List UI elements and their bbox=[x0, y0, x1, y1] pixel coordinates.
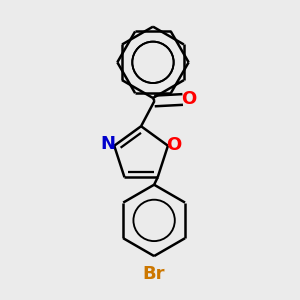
Text: O: O bbox=[166, 136, 182, 154]
Text: N: N bbox=[100, 135, 115, 153]
Text: Br: Br bbox=[143, 265, 165, 283]
Text: O: O bbox=[182, 91, 197, 109]
